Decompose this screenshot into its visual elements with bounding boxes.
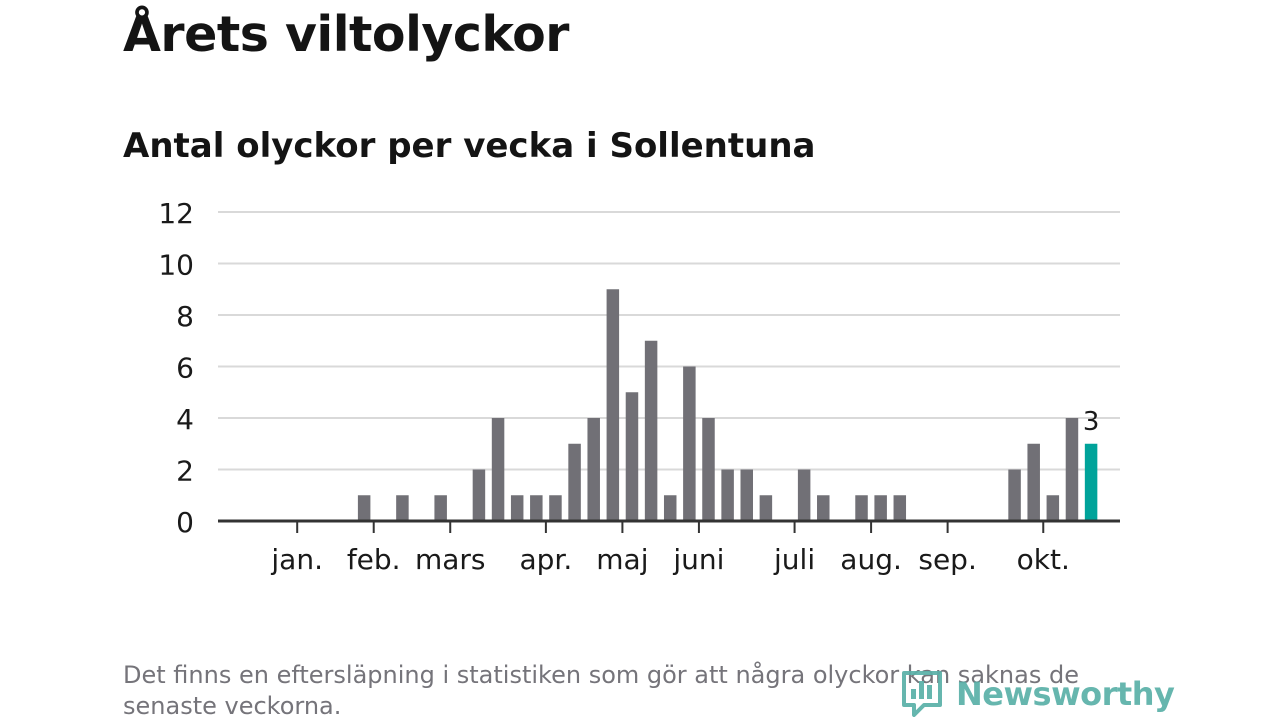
bar (1008, 469, 1021, 521)
bar (893, 495, 907, 521)
bar (644, 340, 658, 521)
bar (568, 443, 581, 521)
bars: 3 (357, 289, 1100, 521)
chart-subtitle: Antal olyckor per vecka i Sollentuna (123, 126, 816, 166)
y-tick-label: 4 (176, 403, 194, 436)
x-tick-label: okt. (1017, 543, 1070, 576)
y-tick-label: 8 (176, 300, 194, 333)
x-tick-label: jan. (270, 543, 323, 576)
bar (759, 495, 773, 521)
bar (530, 495, 543, 521)
bar (587, 418, 600, 521)
bar (510, 495, 524, 521)
bar (797, 469, 811, 521)
y-tick-label: 6 (176, 352, 194, 385)
bar (855, 495, 868, 521)
x-tick-label: sep. (918, 543, 977, 576)
bar (817, 495, 830, 521)
y-tick-label: 12 (158, 197, 194, 230)
bar (606, 289, 620, 521)
y-tick-label: 0 (176, 506, 194, 539)
bar (874, 495, 887, 521)
bar (683, 366, 696, 521)
grid-lines (218, 211, 1120, 471)
y-tick-label: 10 (158, 249, 194, 282)
x-tick-label: mars (415, 543, 486, 576)
x-tick-label: juni (672, 543, 724, 576)
bar (491, 418, 505, 521)
bar (357, 495, 371, 521)
bar (1065, 418, 1079, 521)
bar (1027, 443, 1040, 521)
bar (472, 469, 486, 521)
bar (434, 495, 447, 521)
x-tick-label: juli (773, 543, 815, 576)
data-label: 3 (1083, 407, 1100, 437)
brand-name: Newsworthy (956, 675, 1175, 713)
bar (396, 495, 409, 521)
bar (721, 469, 734, 521)
newsworthy-logo-icon (902, 671, 942, 717)
bar (702, 418, 715, 521)
x-tick-label: feb. (347, 543, 401, 576)
chart-title: Årets viltolyckor (123, 6, 569, 63)
bar (625, 392, 639, 521)
y-tick-label: 2 (176, 455, 194, 488)
bar (1046, 495, 1060, 521)
x-axis-ticks: jan. feb. mars apr. maj juni juli aug. sep. okt. (270, 521, 1070, 576)
x-tick-label: maj (596, 543, 648, 576)
x-tick-label: apr. (519, 543, 572, 576)
x-tick-label: aug. (840, 543, 902, 576)
bar-highlight (1084, 443, 1098, 521)
bar (549, 495, 562, 521)
newsworthy-logo: Newsworthy (900, 668, 1175, 720)
bar (663, 495, 677, 521)
y-axis-ticks: 0 2 4 6 8 10 12 (158, 197, 194, 539)
bar (740, 469, 753, 521)
